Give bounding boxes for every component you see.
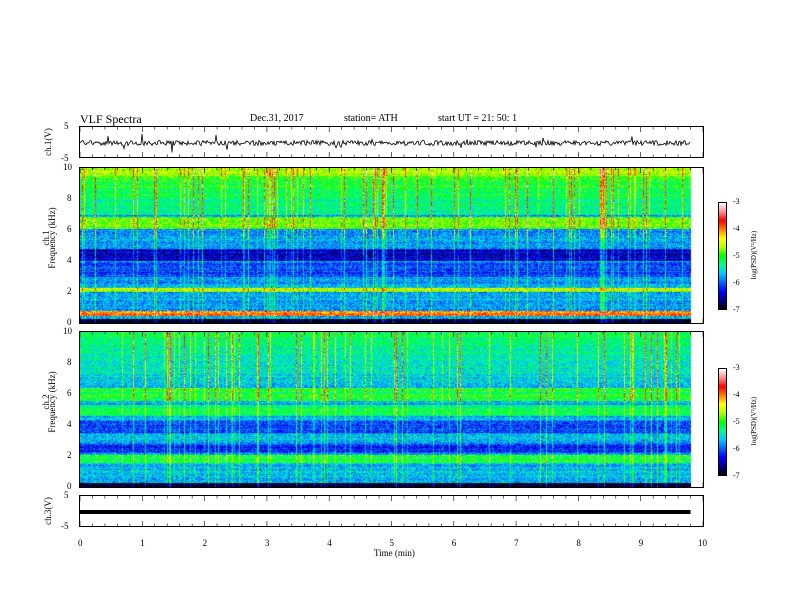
x-tick-label-10: 10 (698, 538, 707, 548)
x-tick-label-2: 2 (202, 538, 208, 548)
p3-tick-marks (80, 332, 703, 487)
ch2-spectrogram-panel (79, 331, 704, 488)
p2-tick-marks (80, 168, 703, 323)
ch2-spec-ytick-8: 8 (67, 357, 72, 367)
ch1-spec-ytick-6: 6 (67, 224, 72, 234)
ch1-spec-ytick-2: 2 (67, 286, 72, 296)
cb1-tick-m5: -5 (733, 251, 740, 260)
ch2-spec-ytick-2: 2 (67, 450, 72, 460)
cb2-tick-m3: -3 (733, 363, 740, 372)
x-tick-label-3: 3 (264, 538, 270, 548)
ch2-spec-ytick-10: 10 (63, 326, 72, 336)
ch2-colorbar (718, 368, 727, 476)
ch1-spec-ytick-0: 0 (67, 317, 72, 327)
p4-tick-marks (79, 496, 704, 526)
ch1-spec-ylabel-frequency: Frequency (kHz) (47, 207, 57, 269)
x-tick-label-0: 0 (78, 538, 83, 548)
ch2-spec-ytick-6: 6 (67, 388, 72, 398)
ch3-wave-ytick-bottom: -5 (61, 521, 69, 531)
ch2-spec-ylabel-frequency: Frequency (kHz) (47, 371, 57, 433)
ch1-spec-ytick-8: 8 (67, 193, 72, 203)
x-tick-label-6: 6 (451, 538, 457, 548)
ch2-spectrogram-heatmap (80, 332, 703, 487)
cb2-tick-m5: -5 (733, 417, 740, 426)
cb1-tick-m3: -3 (733, 197, 740, 206)
x-tick-label-7: 7 (514, 538, 519, 548)
cb2-tick-m4: -4 (733, 390, 740, 399)
ch3-wave-ylabel: ch.3(V) (43, 497, 53, 525)
date-label: Dec.31, 2017 (250, 113, 304, 124)
cb1-tick-m7: -7 (733, 305, 740, 314)
cb1-label: log(PSD)(V²/Hz) (750, 230, 758, 280)
ch1-waveform-panel (79, 126, 704, 158)
ch1-waveform-line (79, 133, 691, 153)
cb2-label: log(PSD)(V²/Hz) (750, 396, 758, 446)
x-tick-label-9: 9 (638, 538, 644, 548)
cb2-tick-m6: -6 (733, 444, 740, 453)
ch1-spec-ytick-4: 4 (67, 255, 72, 265)
chart-title: VLF Spectra (80, 112, 142, 126)
ch1-colorbar (718, 202, 727, 310)
station-label: station= ATH (344, 113, 398, 124)
x-tick-label-8: 8 (576, 538, 581, 548)
p1-tick-marks (79, 127, 704, 157)
x-tick-label-1: 1 (140, 538, 145, 548)
cb1-tick-m4: -4 (733, 224, 740, 233)
ch1-wave-ylabel: ch.1(V) (43, 128, 53, 156)
ch1-spec-ytick-10: 10 (63, 162, 72, 172)
x-axis-title: Time (min) (374, 548, 415, 558)
cb1-tick-m6: -6 (733, 278, 740, 287)
ch1-wave-ytick-bottom: -5 (61, 153, 69, 163)
ch1-spectrogram-heatmap (80, 168, 703, 323)
ch3-wave-ytick-top: 5 (64, 490, 69, 500)
ch2-spec-ytick-0: 0 (67, 481, 72, 491)
start-time-label: start UT = 21: 50: 1 (438, 113, 518, 124)
ch1-waveform-trace (79, 133, 691, 153)
ch3-waveform-trace (80, 510, 691, 514)
x-tick-label-5: 5 (389, 538, 395, 548)
ch3-waveform-panel (79, 495, 704, 527)
x-tick-label-4: 4 (327, 538, 332, 548)
cb2-tick-m7: -7 (733, 471, 740, 480)
ch1-spectrogram-panel (79, 167, 704, 324)
ch1-wave-ytick-top: 5 (64, 121, 69, 131)
ch2-spec-ytick-4: 4 (67, 419, 72, 429)
